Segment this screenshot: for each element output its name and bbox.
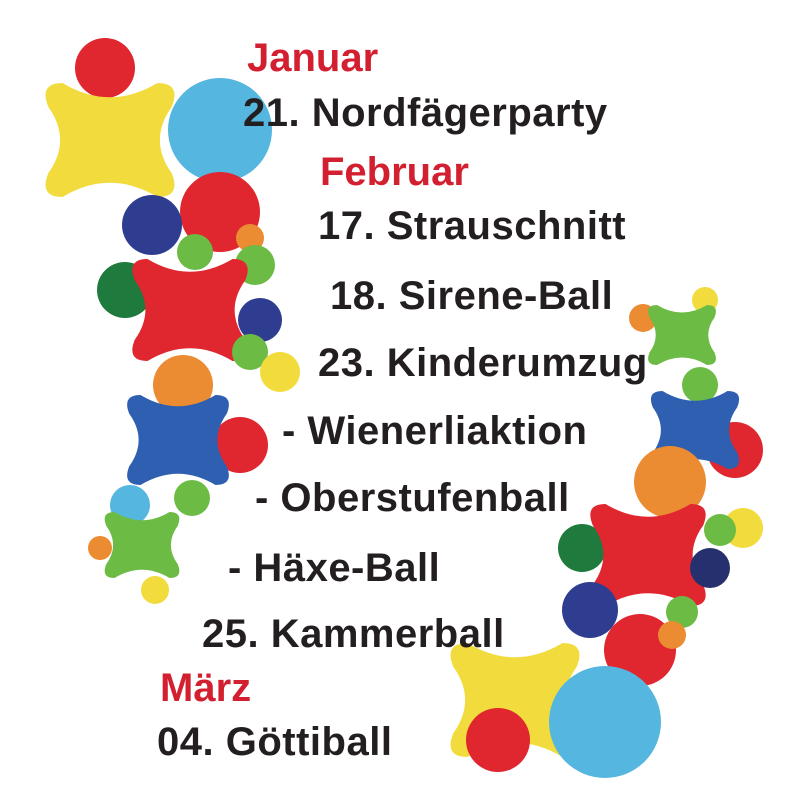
red-dot [604,614,676,686]
event-item: 17. Strauschnitt [318,204,627,248]
orange-dot [634,446,706,518]
event-item: 25. Kammerball [202,612,505,656]
dark-blue-dot [238,298,282,342]
event-item: - Oberstufenball [255,476,570,520]
blue-shape [127,395,229,485]
yellow-shape [45,83,175,197]
yellow-dot [141,576,169,604]
orange-dot [153,355,213,415]
month-heading-january: Januar [247,36,379,80]
dark-blue-dot [562,582,618,638]
dark-green-dot [558,524,606,572]
event-item: 23. Kinderumzug [318,341,648,385]
green-dot [704,514,736,546]
green-dot [174,480,210,516]
event-item: 04. Göttiball [157,720,393,764]
event-item: - Häxe-Ball [228,546,441,590]
month-heading-february: Februar [320,150,469,194]
event-item: 21. Nordfägerparty [243,91,608,135]
orange-dot [88,536,112,560]
orange-dot [236,224,264,252]
green-dot [232,334,268,370]
red-dot [466,708,530,772]
red-dot [75,38,135,98]
dark-blue-dot [122,195,182,255]
green-dot [666,596,698,628]
light-blue-dot [549,666,661,778]
red-dot [212,417,268,473]
yellow-dot [260,352,300,392]
red-shape [132,259,248,361]
event-item: - Wienerliaktion [282,409,588,453]
month-heading-march: März [160,666,252,710]
green-shape [104,512,180,578]
event-item: 18. Sirene-Ball [330,274,614,318]
green-dot [177,234,213,270]
green-dot [682,367,718,403]
light-blue-dot [168,78,272,182]
navy-dot [690,548,730,588]
green-shape [648,305,716,365]
orange-dot [658,621,686,649]
